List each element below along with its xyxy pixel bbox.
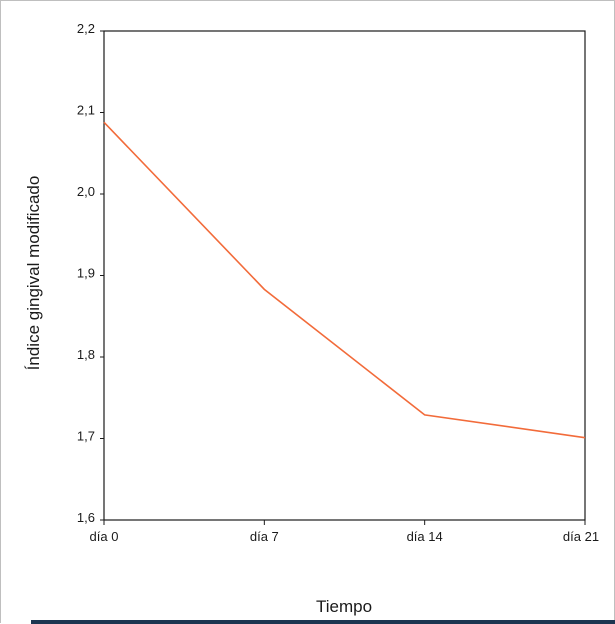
y-axis: 1,6 1,7 1,8 1,9 2,0 2,1 2,2 [77, 21, 104, 525]
series-line [103, 121, 586, 439]
y-tick-label: 1,8 [77, 347, 95, 362]
plot-area [103, 30, 586, 521]
y-tick-label: 2,1 [77, 103, 95, 118]
y-axis-title: Índice gingival modificado [24, 176, 43, 371]
y-tick-label: 1,9 [77, 266, 95, 281]
x-axis: día 0 día 7 día 14 día 21 [90, 520, 599, 544]
x-tick-label: día 14 [407, 529, 443, 544]
bottom-strip [31, 620, 615, 624]
x-tick-label: día 7 [250, 529, 279, 544]
y-tick-label: 1,6 [77, 510, 95, 525]
x-tick-label: día 21 [563, 529, 599, 544]
y-tick-label: 1,7 [77, 429, 95, 444]
x-axis-title: Tiempo [316, 597, 372, 616]
y-tick-label: 2,2 [77, 21, 95, 36]
x-tick-label: día 0 [90, 529, 119, 544]
y-tick-label: 2,0 [77, 184, 95, 199]
